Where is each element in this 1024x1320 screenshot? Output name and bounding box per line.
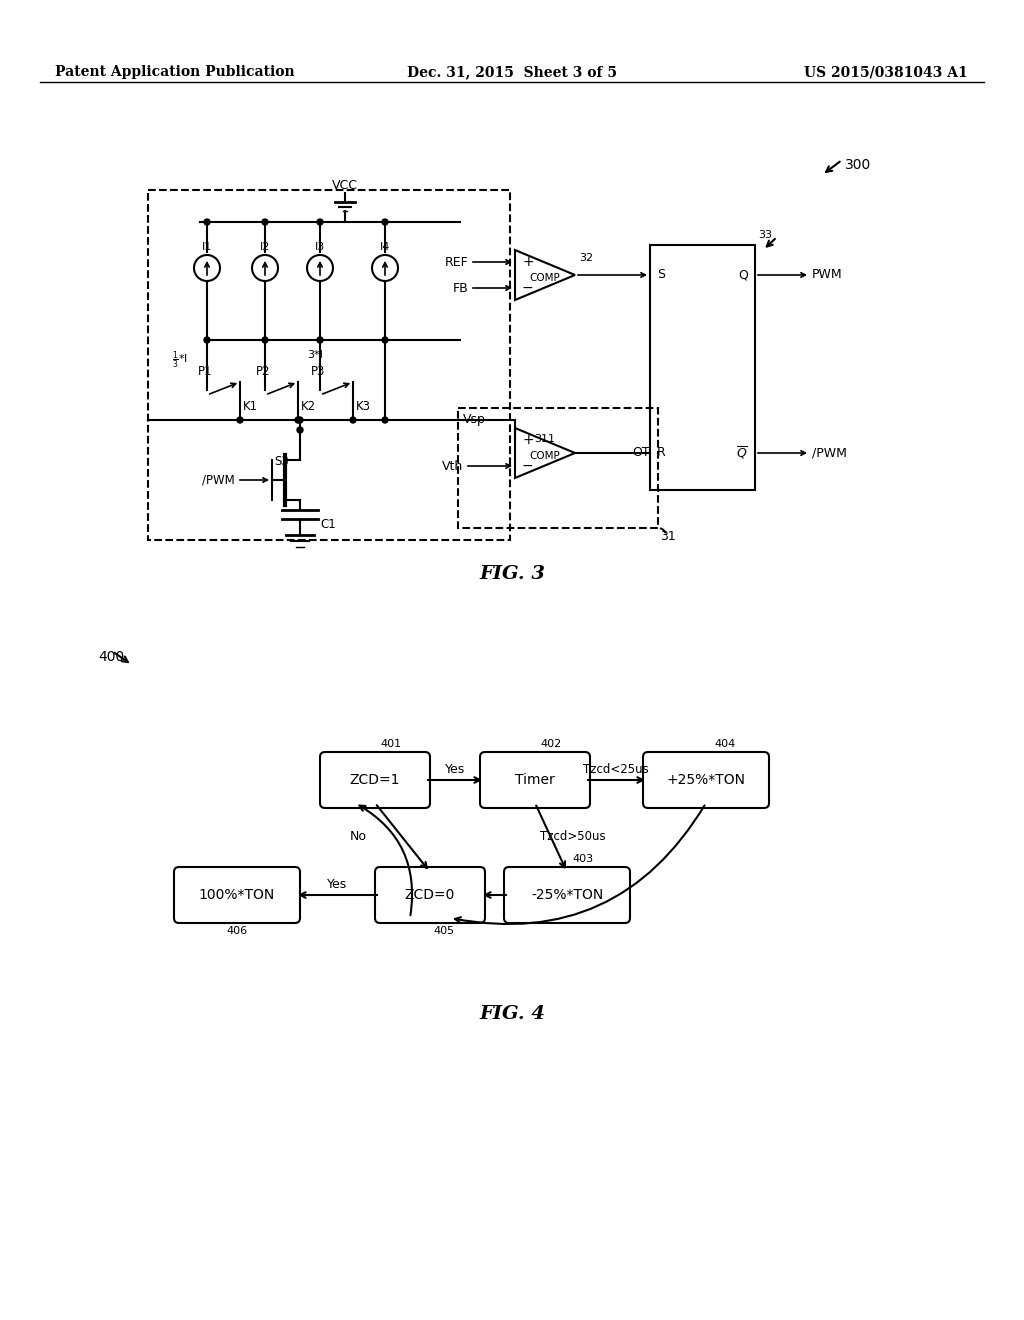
Text: P2: P2 <box>256 366 270 378</box>
Text: +: + <box>522 433 534 447</box>
Text: I1: I1 <box>202 242 212 252</box>
Text: Vsp: Vsp <box>463 413 485 426</box>
Text: 406: 406 <box>226 927 248 936</box>
Text: 401: 401 <box>380 739 401 748</box>
Text: −: − <box>522 281 534 294</box>
Circle shape <box>317 337 323 343</box>
Text: 300: 300 <box>845 158 871 172</box>
Circle shape <box>382 219 388 224</box>
Text: US 2015/0381043 A1: US 2015/0381043 A1 <box>804 65 968 79</box>
Text: 32: 32 <box>579 253 593 263</box>
Text: /PWM: /PWM <box>203 474 234 487</box>
Text: 400: 400 <box>98 649 124 664</box>
Text: FB: FB <box>453 281 468 294</box>
Circle shape <box>204 337 210 343</box>
Text: I: I <box>383 350 387 360</box>
Text: 405: 405 <box>433 927 454 936</box>
Text: I: I <box>263 350 266 360</box>
Text: ZCD=0: ZCD=0 <box>404 888 456 902</box>
Text: R: R <box>657 446 666 459</box>
Text: 402: 402 <box>540 739 561 748</box>
Text: OT: OT <box>632 446 649 459</box>
Text: +25%*TON: +25%*TON <box>667 774 745 787</box>
Circle shape <box>297 426 303 433</box>
Bar <box>650 246 755 490</box>
Text: 33: 33 <box>758 230 772 240</box>
Circle shape <box>350 417 356 422</box>
Text: Timer: Timer <box>515 774 555 787</box>
Text: PWM: PWM <box>812 268 843 281</box>
Text: I2: I2 <box>260 242 270 252</box>
Text: −: − <box>522 459 534 473</box>
Text: C1: C1 <box>319 517 336 531</box>
Text: /PWM: /PWM <box>812 446 847 459</box>
Circle shape <box>237 417 243 422</box>
Text: $\frac{1}{3}$*I: $\frac{1}{3}$*I <box>172 350 188 371</box>
Circle shape <box>297 417 303 422</box>
Bar <box>458 408 658 528</box>
Text: K3: K3 <box>356 400 371 413</box>
Text: S: S <box>657 268 665 281</box>
Text: 31: 31 <box>660 531 676 543</box>
Circle shape <box>262 219 268 224</box>
Text: REF: REF <box>444 256 468 268</box>
Circle shape <box>295 417 301 422</box>
Circle shape <box>317 219 323 224</box>
Text: K1: K1 <box>243 400 258 413</box>
Text: 3*I: 3*I <box>307 350 323 360</box>
Text: ZCD=1: ZCD=1 <box>350 774 400 787</box>
Text: -25%*TON: -25%*TON <box>530 888 603 902</box>
Text: Dec. 31, 2015  Sheet 3 of 5: Dec. 31, 2015 Sheet 3 of 5 <box>407 65 617 79</box>
Circle shape <box>382 417 388 422</box>
Circle shape <box>204 219 210 224</box>
Text: Tzcd<25us: Tzcd<25us <box>583 763 649 776</box>
Text: No: No <box>350 830 367 843</box>
Circle shape <box>382 337 388 343</box>
Text: Yes: Yes <box>327 878 347 891</box>
Text: Vth: Vth <box>441 459 463 473</box>
Text: $\overline{Q}$: $\overline{Q}$ <box>736 445 748 461</box>
Text: Yes: Yes <box>444 763 465 776</box>
Text: FIG. 3: FIG. 3 <box>479 565 545 583</box>
Text: P3: P3 <box>311 366 326 378</box>
Text: 404: 404 <box>714 739 735 748</box>
Text: 403: 403 <box>572 854 593 865</box>
Text: VCC: VCC <box>332 180 358 191</box>
Text: COMP: COMP <box>529 273 560 282</box>
Text: COMP: COMP <box>529 451 560 461</box>
Text: S3: S3 <box>274 455 290 469</box>
Text: I3: I3 <box>314 242 326 252</box>
Text: 100%*TON: 100%*TON <box>199 888 275 902</box>
Text: K2: K2 <box>301 400 316 413</box>
Text: Q: Q <box>738 268 748 281</box>
Text: FIG. 4: FIG. 4 <box>479 1005 545 1023</box>
Text: +: + <box>522 255 534 269</box>
Text: I4: I4 <box>380 242 390 252</box>
Bar <box>148 190 510 540</box>
Text: 311: 311 <box>535 434 555 444</box>
Circle shape <box>262 337 268 343</box>
Text: P1: P1 <box>198 366 212 378</box>
Text: Tzcd>50us: Tzcd>50us <box>540 830 605 843</box>
Text: Patent Application Publication: Patent Application Publication <box>55 65 295 79</box>
